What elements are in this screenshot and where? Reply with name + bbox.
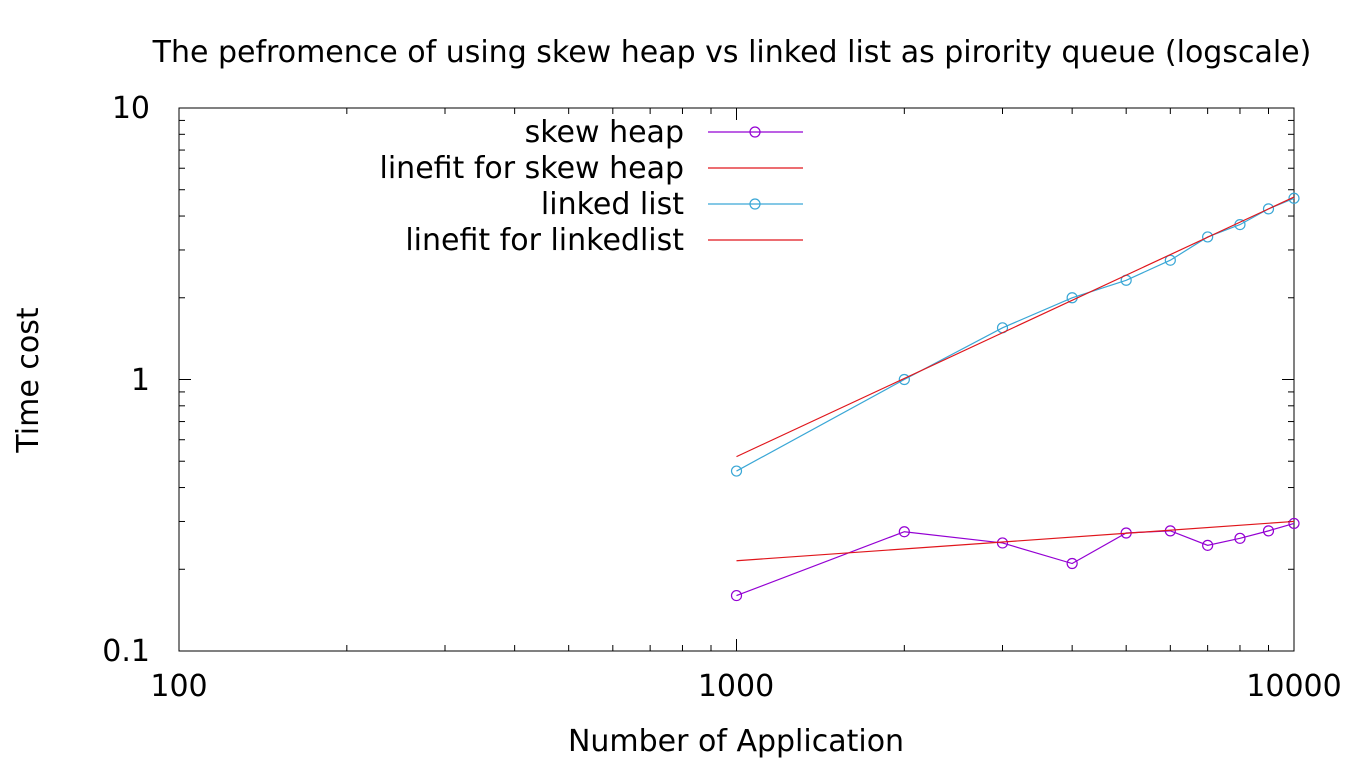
y-tick-label-0.1: 0.1 <box>102 634 150 669</box>
legend-label-linefit-linkedlist: linefit for linkedlist <box>405 223 684 258</box>
legend-label-linked-list: linked list <box>541 187 684 222</box>
data-point-linked-list <box>1202 231 1214 243</box>
data-point-skew-heap <box>730 589 743 602</box>
series-linefit-for-linkedlist <box>736 196 1295 458</box>
y-tick-label-10: 10 <box>112 91 150 126</box>
series-line-skew-heap <box>736 522 1295 597</box>
legend-marker-linked-list <box>749 198 761 210</box>
major-ticks <box>178 107 1295 652</box>
x-tick-label-100: 100 <box>150 669 207 704</box>
series-line-linefit-for-skew-heap <box>736 520 1295 562</box>
legend-label-skew-heap: skew heap <box>525 115 684 150</box>
legend: skew heap linefit for skew heap linked l… <box>380 115 803 258</box>
data-point-linked-list <box>730 465 743 477</box>
data-point-skew-heap <box>1288 517 1300 530</box>
data-point-skew-heap <box>1262 525 1275 537</box>
chart-title: The pefromence of using skew heap vs lin… <box>152 35 1312 70</box>
data-point-skew-heap <box>1234 532 1246 544</box>
x-tick-label-10000: 10000 <box>1246 669 1341 704</box>
legend-marker-skew-heap <box>749 126 761 138</box>
series-line-linked-list <box>736 197 1295 472</box>
plot-frame <box>178 107 1295 652</box>
data-point-skew-heap <box>1066 557 1078 570</box>
series-skew-heap <box>730 517 1300 602</box>
data-point-skew-heap <box>1202 539 1214 551</box>
data-point-linked-list <box>1262 203 1275 215</box>
data-point-skew-heap <box>996 537 1009 549</box>
x-axis-label: Number of Application <box>568 724 904 759</box>
series-linked-list <box>730 192 1300 477</box>
y-tick-label-1: 1 <box>131 363 150 398</box>
data-point-linked-list <box>1288 192 1300 204</box>
legend-label-linefit-skew-heap: linefit for skew heap <box>380 151 684 186</box>
series-layer <box>730 192 1300 602</box>
y-axis-label: Time cost <box>11 307 46 453</box>
data-point-skew-heap <box>898 526 910 538</box>
series-linefit-for-skew-heap <box>736 520 1295 562</box>
series-line-linefit-for-linkedlist <box>736 196 1295 458</box>
minor-ticks <box>179 108 1294 651</box>
x-tick-label-1000: 1000 <box>698 669 774 704</box>
legend-samples <box>708 126 803 241</box>
data-point-linked-list <box>898 373 910 386</box>
